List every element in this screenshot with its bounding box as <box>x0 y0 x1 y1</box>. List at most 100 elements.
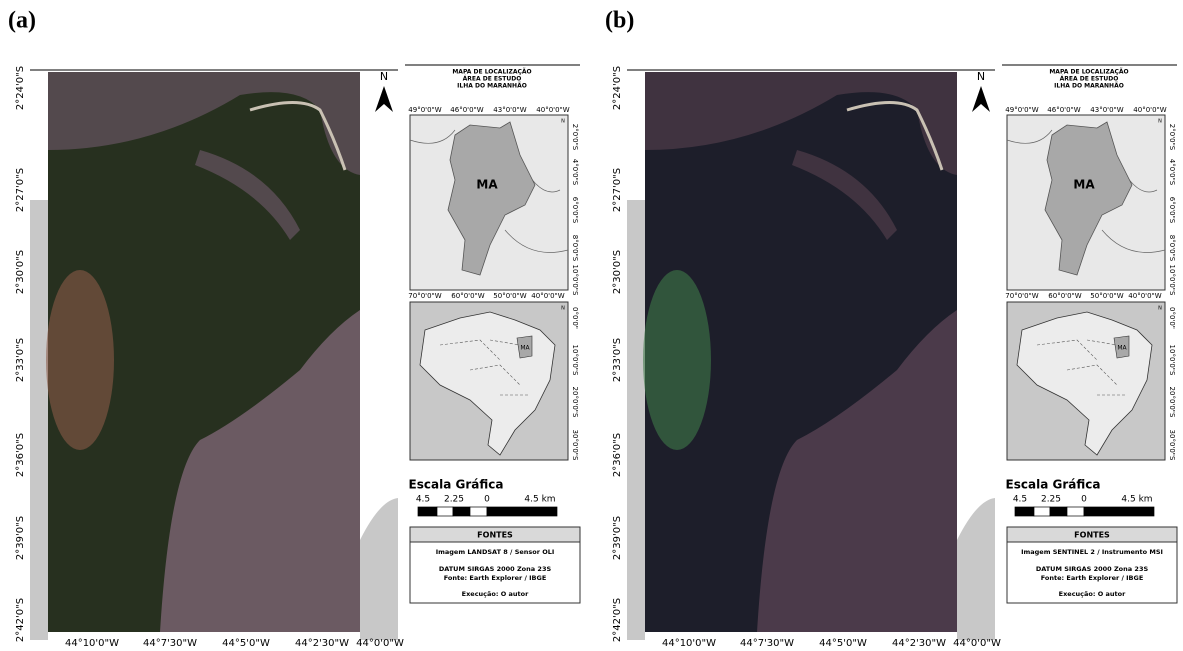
longitude-label: 44°2'30"W <box>295 638 349 649</box>
inset-lat-label: 2°0'0"S <box>571 124 579 151</box>
sources-line: Fonte: Earth Explorer / IBGE <box>1041 574 1144 582</box>
inset-title: ÁREA DE ESTUDO <box>463 76 522 83</box>
scale-label: 2.25 <box>444 495 464 505</box>
sources-line: Fonte: Earth Explorer / IBGE <box>444 574 547 582</box>
latitude-label: 2°24'0"S <box>15 66 26 110</box>
longitude-label: 44°0'0"W <box>953 638 1001 649</box>
longitude-label: 44°5'0"W <box>222 638 270 649</box>
longitude-label: 44°10'0"W <box>65 638 119 649</box>
inset-title: MAPA DE LOCALIZAÇÃO <box>1049 69 1128 76</box>
panel: (a)2°24'0"S2°27'0"S2°30'0"S2°33'0"S2°36'… <box>8 8 580 650</box>
inset-lon-label: 49°0'0"W <box>1005 106 1038 114</box>
coast-land <box>30 200 48 640</box>
north-arrow <box>375 86 393 112</box>
sources-line: Execução: O autor <box>462 590 529 598</box>
sources-line: DATUM SIRGAS 2000 Zona 23S <box>439 565 552 573</box>
inset-lat-label: 30°0'0"S <box>1168 430 1176 461</box>
state-label: MA <box>476 178 498 192</box>
latitude-label: 2°30'0"S <box>612 250 623 294</box>
inset-lat-label: 10°0'0"S <box>571 345 579 376</box>
inset-north: N <box>561 306 565 312</box>
inset-lon-label: 60°0'0"W <box>1048 292 1081 300</box>
panel: (b)2°24'0"S2°27'0"S2°30'0"S2°33'0"S2°36'… <box>605 8 1177 650</box>
sources-title: FONTES <box>1074 531 1110 540</box>
scale-segment <box>1034 507 1050 516</box>
state-label: MA <box>520 345 530 352</box>
latitude-label: 2°36'0"S <box>612 433 623 477</box>
scale-label: 0 <box>484 495 490 505</box>
scale-segment <box>1050 507 1067 516</box>
inset-lat-label: 10°0'0"S <box>571 265 579 296</box>
latitude-label: 2°27'0"S <box>15 168 26 212</box>
satellite-image <box>46 72 360 632</box>
sources-line: Imagem LANDSAT 8 / Sensor OLI <box>436 548 555 556</box>
panel-label: (a) <box>8 8 36 34</box>
inset-lat-label: 6°0'0"S <box>571 197 579 224</box>
scale-segment <box>487 507 557 516</box>
satellite-image <box>643 72 957 632</box>
panel-label: (b) <box>605 8 634 34</box>
north-label: N <box>977 70 985 83</box>
inset-lat-label: 20°0'0"S <box>1168 387 1176 418</box>
coast-land <box>957 498 995 640</box>
scale-segment <box>1015 507 1034 516</box>
inset-lat-label: 6°0'0"S <box>1168 197 1176 224</box>
inset-lon-label: 40°0'0"W <box>536 106 569 114</box>
scale-segment <box>437 507 453 516</box>
latitude-label: 2°42'0"S <box>15 598 26 642</box>
inset-title: ÁREA DE ESTUDO <box>1060 76 1119 83</box>
north-arrow <box>972 86 990 112</box>
longitude-label: 44°5'0"W <box>819 638 867 649</box>
inset-north: N <box>1158 306 1162 312</box>
inset-lon-label: 40°0'0"W <box>1133 106 1166 114</box>
sources-line: DATUM SIRGAS 2000 Zona 23S <box>1036 565 1149 573</box>
scale-segment <box>1067 507 1084 516</box>
inset-lat-label: 30°0'0"S <box>571 430 579 461</box>
inset-lon-label: 50°0'0"W <box>493 292 526 300</box>
coast-land <box>360 498 398 640</box>
latitude-label: 2°42'0"S <box>612 598 623 642</box>
inset-north: N <box>1158 119 1162 125</box>
longitude-label: 44°7'30"W <box>143 638 197 649</box>
inset-title: ILHA DO MARANHÃO <box>1054 83 1124 90</box>
scale-segment <box>418 507 437 516</box>
latitude-label: 2°39'0"S <box>15 516 26 560</box>
scale-label: 4.5 <box>1013 495 1027 505</box>
inset-lat-label: 20°0'0"S <box>571 387 579 418</box>
scale-label: 0 <box>1081 495 1087 505</box>
inset-lat-label: 8°0'0"S <box>571 235 579 262</box>
scale-label: 2.25 <box>1041 495 1061 505</box>
scale-title: Escala Gráfica <box>1006 478 1101 492</box>
longitude-label: 44°0'0"W <box>356 638 404 649</box>
latitude-label: 2°33'0"S <box>15 338 26 382</box>
inset-lat-label: 2°0'0"S <box>1168 124 1176 151</box>
coast-land <box>627 200 645 640</box>
inset-lat-label: 8°0'0"S <box>1168 235 1176 262</box>
inset-title: ILHA DO MARANHÃO <box>457 83 527 90</box>
north-label: N <box>380 70 388 83</box>
inset-lat-label: 4°0'0"S <box>571 159 579 186</box>
inset-lat-label: 4°0'0"S <box>1168 159 1176 186</box>
latitude-label: 2°33'0"S <box>612 338 623 382</box>
inset-lon-label: 40°0'0"W <box>531 292 564 300</box>
urban-area <box>46 270 114 450</box>
inset-north: N <box>561 119 565 125</box>
inset-lon-label: 43°0'0"W <box>493 106 526 114</box>
inset-lon-label: 46°0'0"W <box>1047 106 1080 114</box>
latitude-label: 2°24'0"S <box>612 66 623 110</box>
inset-lon-label: 70°0'0"W <box>1005 292 1038 300</box>
inset-title: MAPA DE LOCALIZAÇÃO <box>452 69 531 76</box>
figure: (a) 2°24'0"S 2°27'0"S 2°30'0"S 2°33'0"S 2°36'… <box>0 0 1183 651</box>
scale-label: 4.5 <box>416 495 430 505</box>
inset-lon-label: 60°0'0"W <box>451 292 484 300</box>
inset-lon-label: 70°0'0"W <box>408 292 441 300</box>
longitude-label: 44°10'0"W <box>662 638 716 649</box>
inset-lat-label: 10°0'0"S <box>1168 265 1176 296</box>
longitude-label: 44°7'30"W <box>740 638 794 649</box>
scale-segment <box>1084 507 1154 516</box>
sources-line: Imagem SENTINEL 2 / Instrumento MSI <box>1021 548 1163 556</box>
state-label: MA <box>1117 345 1127 352</box>
scale-segment <box>453 507 470 516</box>
inset-lon-label: 40°0'0"W <box>1128 292 1161 300</box>
inset-lon-label: 49°0'0"W <box>408 106 441 114</box>
